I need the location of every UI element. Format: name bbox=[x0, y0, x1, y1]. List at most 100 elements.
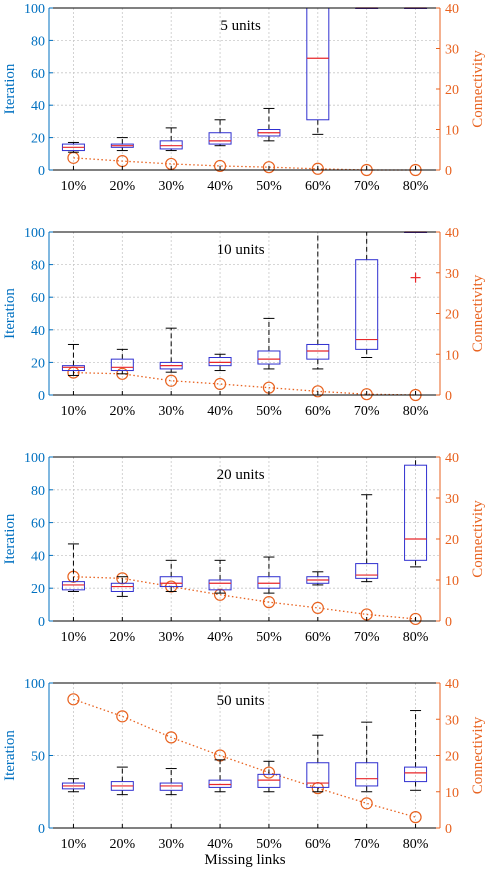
y-axis-title-left: Iteration bbox=[2, 288, 18, 339]
y-right-tick-label: 10 bbox=[445, 124, 459, 139]
connectivity-point bbox=[262, 596, 276, 609]
y-right-tick-label: 10 bbox=[445, 574, 459, 589]
y-left-tick-label: 60 bbox=[31, 517, 45, 532]
box-iqr bbox=[159, 140, 183, 150]
y-left-tick-label: 100 bbox=[24, 2, 45, 17]
outlier-marker bbox=[410, 272, 421, 283]
box-iqr bbox=[355, 259, 379, 350]
panel-4: 0 50 100 0 10 20 30 40 10% 20% 30% 40% 50% 60% 70% 80% I… bbox=[2, 677, 486, 852]
y-right-tick-label: 10 bbox=[445, 348, 459, 363]
y-left-tick-label: 40 bbox=[31, 324, 45, 339]
connectivity-line bbox=[73, 371, 416, 396]
connectivity-point bbox=[116, 572, 129, 585]
x-tick-label: 70% bbox=[354, 179, 380, 194]
x-tick-label: 70% bbox=[354, 837, 380, 852]
box-20% bbox=[110, 348, 134, 375]
connectivity-line bbox=[73, 157, 416, 171]
box-iqr bbox=[208, 579, 232, 591]
y-right-tick-label: 0 bbox=[445, 389, 452, 404]
y-axis-title-right: Connectivity bbox=[470, 50, 486, 128]
box-10% bbox=[61, 141, 85, 153]
y-axis-title-right: Connectivity bbox=[470, 500, 486, 578]
y-axis-title-left: Iteration bbox=[2, 730, 18, 781]
x-tick-label: 10% bbox=[61, 837, 87, 852]
panel-title: 50 units bbox=[217, 693, 265, 709]
connectivity-point bbox=[360, 388, 373, 401]
panel-3: 0 20 40 60 80 100 0 10 20 30 40 10% 20% 30% 40% 50% 60% 7… bbox=[2, 451, 486, 645]
x-tick-label: 70% bbox=[354, 404, 380, 419]
grid bbox=[49, 8, 440, 170]
x-tick-label: 80% bbox=[403, 179, 429, 194]
connectivity-point bbox=[213, 588, 227, 601]
y-right-tick-label: 30 bbox=[445, 713, 459, 728]
y-left-tick-label: 0 bbox=[38, 164, 45, 179]
y-right-tick-label: 40 bbox=[445, 451, 459, 466]
panel-2: 0 20 40 60 80 100 0 10 20 30 40 10% 20% 30% 40% 50% 60% 7… bbox=[2, 226, 486, 419]
x-tick-label: 60% bbox=[305, 179, 331, 194]
y-left-tick-label: 40 bbox=[31, 549, 45, 564]
box-70% bbox=[355, 721, 379, 793]
box-10% bbox=[61, 543, 85, 592]
box-60% bbox=[306, 734, 330, 793]
box-iqr bbox=[306, 762, 330, 788]
x-tick-label: 10% bbox=[61, 630, 87, 645]
y-left-tick-label: 80 bbox=[31, 484, 45, 499]
box-50% bbox=[257, 556, 281, 594]
box-iqr bbox=[208, 779, 232, 788]
x-tick-label: 60% bbox=[305, 837, 331, 852]
x-tick-label: 40% bbox=[207, 630, 233, 645]
y-left-tick-label: 80 bbox=[31, 259, 45, 274]
y-left-tick-label: 20 bbox=[31, 582, 45, 597]
box-iqr bbox=[61, 581, 85, 591]
connectivity-point bbox=[409, 811, 422, 824]
box-20% bbox=[110, 137, 134, 152]
y-right-tick-label: 10 bbox=[445, 786, 459, 801]
connectivity-line bbox=[73, 698, 416, 818]
y-left-tick-label: 0 bbox=[38, 389, 45, 404]
y-left-tick-label: 60 bbox=[31, 291, 45, 306]
y-right-tick-label: 40 bbox=[445, 677, 459, 692]
box-20% bbox=[110, 576, 134, 597]
box-iqr bbox=[61, 365, 85, 372]
x-axis-title: Missing links bbox=[204, 852, 285, 868]
box-60% bbox=[306, 571, 330, 586]
box-50% bbox=[257, 317, 281, 370]
y-right-tick-label: 40 bbox=[445, 226, 459, 241]
box-iqr bbox=[306, 343, 330, 360]
x-tick-label: 20% bbox=[109, 179, 135, 194]
y-axis-title-right: Connectivity bbox=[470, 716, 486, 794]
y-left-tick-label: 80 bbox=[31, 34, 45, 49]
box-10% bbox=[61, 778, 85, 793]
panel-title: 10 units bbox=[217, 242, 265, 258]
x-tick-label: 60% bbox=[305, 404, 331, 419]
y-left-tick-label: 100 bbox=[24, 451, 45, 466]
box-50% bbox=[257, 107, 281, 142]
x-tick-label: 50% bbox=[256, 404, 282, 419]
y-axis-title-right: Connectivity bbox=[470, 274, 486, 352]
box-20% bbox=[110, 766, 134, 796]
connectivity-point bbox=[262, 161, 276, 174]
box-iqr bbox=[208, 132, 232, 145]
box-iqr bbox=[404, 464, 428, 561]
box-40% bbox=[208, 759, 232, 793]
x-tick-label: 80% bbox=[403, 630, 429, 645]
connectivity-point bbox=[165, 374, 178, 387]
y-right-tick-label: 30 bbox=[445, 43, 459, 58]
x-tick-label: 50% bbox=[256, 837, 282, 852]
x-tick-label: 20% bbox=[109, 404, 135, 419]
box-iqr bbox=[257, 576, 281, 589]
connectivity-point bbox=[262, 766, 276, 779]
y-right-tick-label: 20 bbox=[445, 533, 459, 548]
y-right-tick-label: 0 bbox=[445, 164, 452, 179]
x-tick-label: 40% bbox=[207, 837, 233, 852]
box-iqr bbox=[110, 358, 134, 372]
y-right-tick-label: 0 bbox=[445, 615, 452, 630]
x-tick-label: 10% bbox=[61, 179, 87, 194]
x-tick-label: 20% bbox=[109, 630, 135, 645]
x-tick-label: 30% bbox=[158, 837, 184, 852]
y-right-tick-label: 20 bbox=[445, 750, 459, 765]
y-right-tick-label: 20 bbox=[445, 308, 459, 323]
connectivity-point bbox=[360, 797, 373, 810]
